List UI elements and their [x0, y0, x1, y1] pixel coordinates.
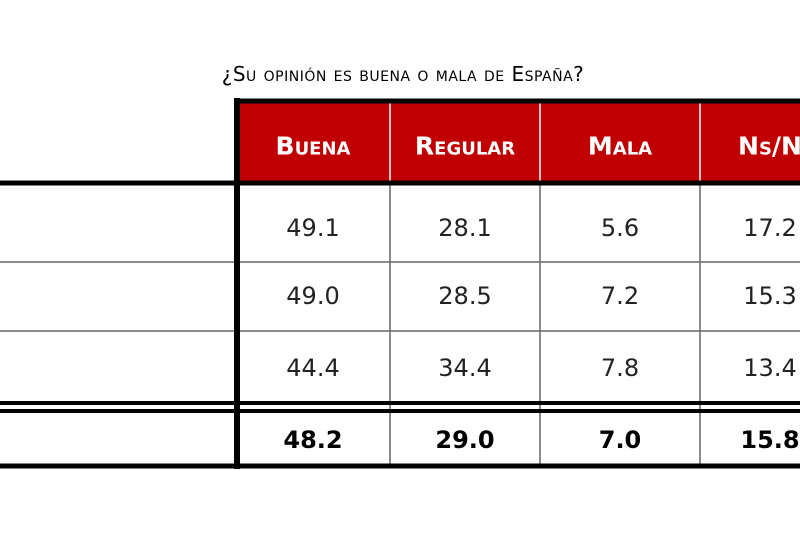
table-cell: 7.8	[600, 354, 640, 382]
column-header: Buena	[275, 131, 351, 161]
total-cell: 15.8	[740, 426, 800, 454]
table-cell: 44.4	[286, 354, 340, 382]
column-header: Regular	[414, 131, 516, 161]
header-dividers	[389, 100, 701, 182]
table-cell: 28.5	[438, 282, 492, 310]
total-cell: 29.0	[435, 426, 495, 454]
column-header: Ns/N	[738, 131, 800, 161]
total-cell: 7.0	[598, 426, 642, 454]
table-cell: 49.0	[286, 282, 340, 310]
total-cell: 48.2	[283, 426, 343, 454]
thick-borders	[0, 98, 800, 469]
table-cell: 13.4	[743, 354, 797, 382]
table-cell: 28.1	[438, 214, 492, 242]
table-cell: 5.6	[600, 214, 640, 242]
column-header: Mala	[587, 131, 653, 161]
table-cell: 15.3	[743, 282, 797, 310]
header-fill	[237, 100, 800, 182]
table-cell: 7.2	[600, 282, 640, 310]
body-dividers	[0, 182, 800, 466]
table-cell: 17.2	[743, 214, 797, 242]
table-cell: 49.1	[286, 214, 340, 242]
table-cell: 34.4	[438, 354, 492, 382]
title: ¿Su opinión es buena o mala de España?	[221, 62, 585, 86]
